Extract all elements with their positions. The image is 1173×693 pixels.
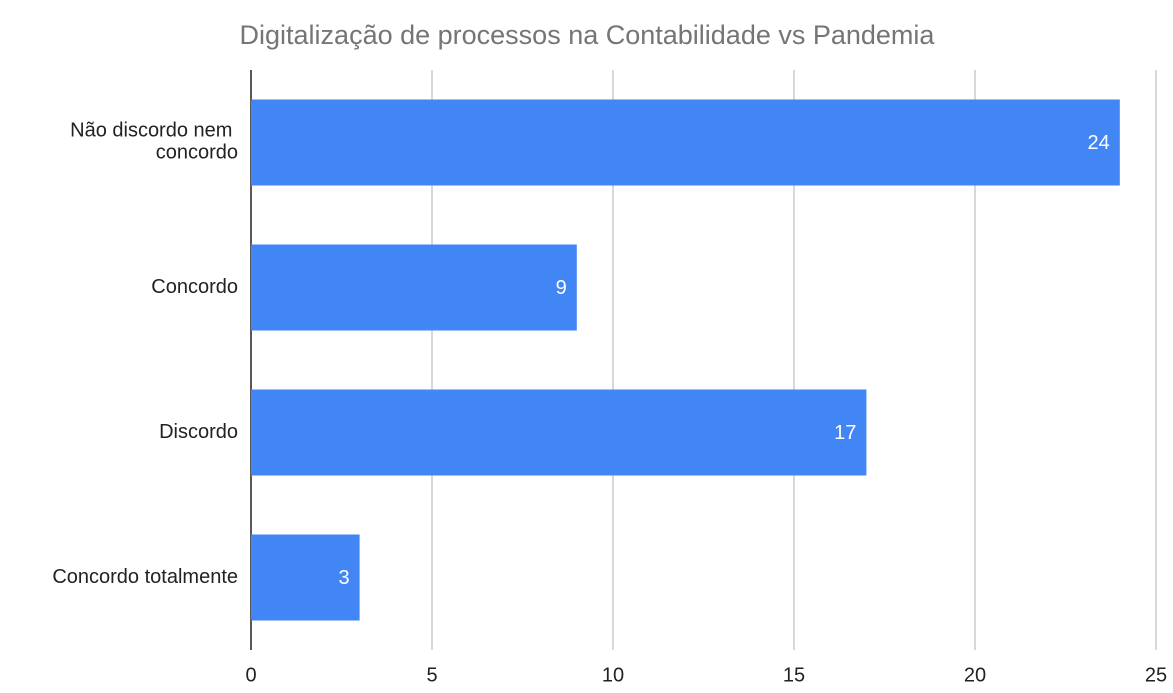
chart-title: Digitalização de processos na Contabilid… [240,20,936,50]
x-tick-label: 25 [1145,664,1167,686]
data-label: 24 [1088,132,1110,154]
y-tick-label: Discordo [159,421,238,443]
data-label: 17 [834,422,856,444]
bar [251,534,360,621]
data-label: 3 [338,567,349,589]
data-label: 9 [556,277,567,299]
x-tick-label: 5 [426,664,437,686]
y-tick-label: Concordo totalmente [52,566,238,588]
x-tick-label: 20 [964,664,986,686]
x-tick-label: 15 [783,664,805,686]
y-tick-label: Concordo [151,276,238,298]
bar [251,99,1120,186]
x-tick-label: 10 [602,664,624,686]
bar [251,244,577,331]
bar [251,389,867,476]
y-tick-label: Não discordo nem concordo [70,120,238,164]
x-tick-label: 0 [245,664,256,686]
